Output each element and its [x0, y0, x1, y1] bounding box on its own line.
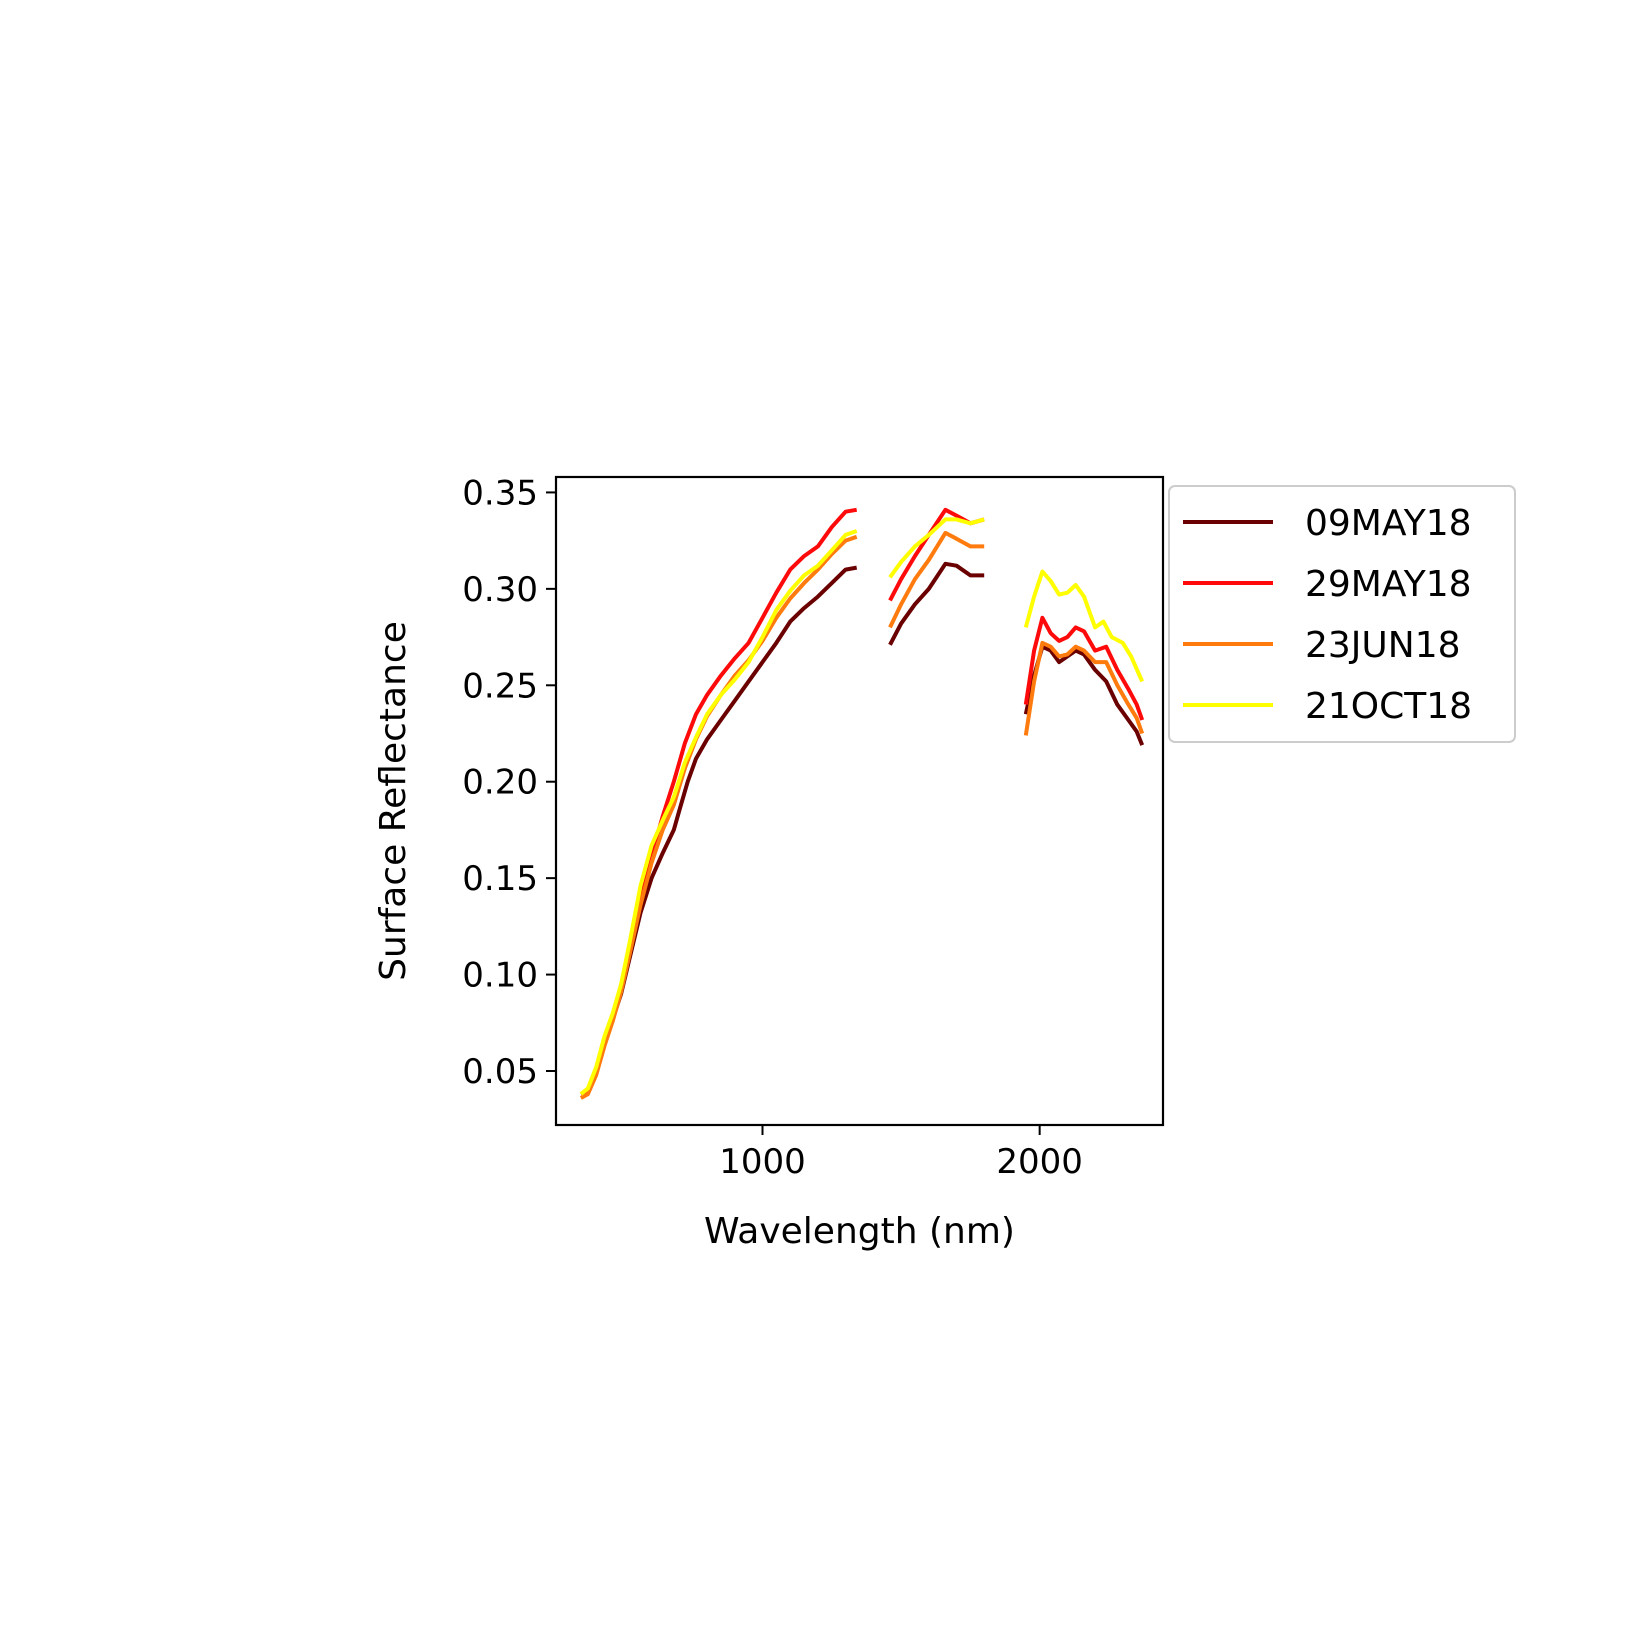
x-tick-label: 2000	[996, 1142, 1083, 1182]
legend-label-21OCT18: 21OCT18	[1305, 686, 1472, 727]
x-tick-label: 1000	[719, 1142, 806, 1182]
x-axis-title: Wavelength (nm)	[704, 1211, 1015, 1252]
y-tick-label: 0.30	[462, 570, 538, 610]
legend-label-29MAY18: 29MAY18	[1305, 564, 1472, 605]
y-tick-label: 0.25	[462, 666, 538, 706]
y-tick-label: 0.05	[462, 1052, 538, 1092]
series-line-23JUN18-segment-3	[1023, 640, 1145, 736]
series-line-23JUN18-segment-2	[888, 530, 985, 629]
series-line-23JUN18-segment-1	[579, 534, 858, 1100]
y-tick-label: 0.20	[462, 763, 538, 803]
y-tick-label: 0.15	[462, 859, 538, 899]
y-tick-label: 0.10	[462, 956, 538, 996]
series-line-09MAY18-segment-3	[1023, 644, 1145, 746]
series-line-29MAY18-segment-3	[1023, 615, 1145, 721]
plot-area-frame	[554, 475, 1165, 1127]
series-line-21OCT18-segment-1	[579, 529, 858, 1096]
legend-label-09MAY18: 09MAY18	[1305, 503, 1472, 544]
legend-label-23JUN18: 23JUN18	[1305, 625, 1461, 666]
legend: 09MAY18 29MAY18 23JUN18 21OCT18	[1168, 485, 1516, 743]
series-line-21OCT18-segment-2	[888, 517, 985, 579]
x-axis: 1000 2000	[719, 1125, 1083, 1182]
series-layer	[579, 507, 1145, 1100]
y-tick-label: 0.35	[462, 473, 538, 513]
series-line-09MAY18-segment-1	[579, 565, 858, 1096]
y-axis-title: Surface Reflectance	[373, 621, 414, 981]
series-line-21OCT18-segment-3	[1023, 569, 1145, 683]
y-axis: 0.05 0.10 0.15 0.20 0.25 0.30 0.35	[462, 473, 556, 1092]
series-line-09MAY18-segment-2	[888, 561, 985, 646]
legend-frame	[1168, 485, 1516, 743]
